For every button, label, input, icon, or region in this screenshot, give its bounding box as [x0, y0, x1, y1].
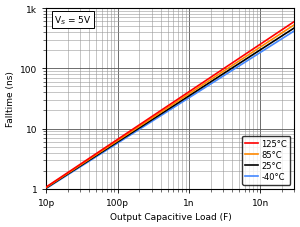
85°C	[192, 90, 196, 92]
-40°C	[45, 187, 48, 190]
85°C	[191, 90, 195, 93]
-40°C	[191, 94, 195, 97]
25°C	[191, 92, 195, 95]
85°C	[196, 87, 200, 90]
25°C	[45, 187, 48, 189]
125°C	[192, 88, 196, 90]
25°C	[292, 27, 296, 30]
-40°C	[292, 30, 296, 33]
25°C	[269, 42, 273, 45]
85°C	[254, 50, 257, 52]
125°C	[196, 85, 200, 88]
85°C	[45, 186, 48, 189]
125°C	[269, 36, 273, 39]
-40°C	[45, 187, 49, 189]
Y-axis label: Falltime (ns): Falltime (ns)	[6, 71, 15, 127]
25°C	[192, 92, 196, 94]
85°C	[269, 39, 273, 42]
125°C	[45, 185, 49, 188]
-40°C	[254, 55, 257, 58]
-40°C	[269, 45, 273, 48]
Line: -40°C: -40°C	[46, 32, 294, 188]
25°C	[254, 52, 257, 55]
85°C	[45, 186, 49, 188]
Line: 125°C: 125°C	[46, 22, 294, 187]
85°C	[292, 24, 296, 27]
Legend: 125°C, 85°C, 25°C, -40°C: 125°C, 85°C, 25°C, -40°C	[242, 136, 290, 185]
125°C	[191, 88, 195, 91]
Text: V$_S$ = 5V: V$_S$ = 5V	[54, 15, 92, 27]
25°C	[45, 186, 49, 189]
125°C	[292, 21, 296, 24]
Line: 25°C: 25°C	[46, 29, 294, 188]
Line: 85°C: 85°C	[46, 26, 294, 188]
X-axis label: Output Capacitive Load (F): Output Capacitive Load (F)	[110, 212, 231, 222]
-40°C	[192, 94, 196, 96]
25°C	[196, 89, 200, 92]
-40°C	[196, 91, 200, 94]
125°C	[254, 47, 257, 49]
125°C	[45, 186, 48, 188]
